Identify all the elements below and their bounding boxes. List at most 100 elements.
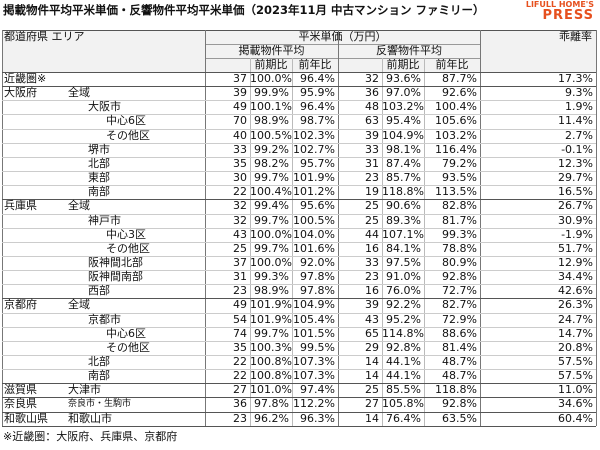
value-cell: 99.7% <box>254 213 289 227</box>
area-cell: 阪神間南部 <box>88 270 143 284</box>
area-cell: 和歌山市 <box>68 411 112 425</box>
area-cell: 南部 <box>88 185 110 199</box>
value-cell: 1.9% <box>565 100 593 114</box>
value-cell: 89.3% <box>386 213 421 227</box>
value-cell: 22 <box>233 185 247 199</box>
value-cell: 87.4% <box>386 156 421 170</box>
rule <box>2 199 596 200</box>
value-cell: 96.4% <box>300 100 335 114</box>
value-cell: 23 <box>233 411 247 425</box>
rule <box>2 129 596 130</box>
value-cell: 22 <box>233 369 247 383</box>
header-cell: 平米単価（万円） <box>298 30 387 43</box>
value-cell: 19 <box>365 185 379 199</box>
value-cell: 95.9% <box>300 86 335 100</box>
value-cell: 116.4% <box>435 142 477 156</box>
area-cell: 阪神間北部 <box>88 255 143 269</box>
rule <box>2 298 596 299</box>
value-cell: 96.4% <box>300 72 335 85</box>
value-cell: 51.7% <box>558 241 593 255</box>
value-cell: 100.0% <box>250 72 292 85</box>
value-cell: 107.3% <box>293 355 335 368</box>
area-cell: 中心6区 <box>106 326 146 340</box>
value-cell: 99.9% <box>254 86 289 100</box>
value-cell: 29 <box>365 340 379 354</box>
value-cell: 118.8% <box>435 383 477 397</box>
value-cell: 27 <box>233 383 247 397</box>
value-cell: 30 <box>233 171 247 185</box>
value-cell: 102.3% <box>293 128 335 142</box>
area-cell: 大津市 <box>68 383 101 397</box>
area-cell: 中心6区 <box>106 114 146 128</box>
rule <box>2 100 596 101</box>
header-cell: 乖離率 <box>559 30 592 43</box>
value-cell: 49 <box>233 100 247 114</box>
value-cell: 99.7% <box>254 326 289 340</box>
rule <box>596 30 597 426</box>
value-cell: 100.3% <box>250 340 292 354</box>
value-cell: 101.6% <box>293 241 335 255</box>
value-cell: 36 <box>233 397 247 411</box>
footnote: ※近畿圏：大阪府、兵庫県、京都府 <box>3 430 178 443</box>
value-cell: 14 <box>365 355 379 368</box>
value-cell: 33 <box>365 255 379 269</box>
pref-cell: 大阪府 <box>4 86 37 100</box>
value-cell: 16.5% <box>558 185 593 199</box>
value-cell: 35 <box>233 340 247 354</box>
value-cell: 101.5% <box>293 326 335 340</box>
value-cell: 91.0% <box>386 270 421 284</box>
value-cell: 104.9% <box>293 298 335 312</box>
area-cell: 西部 <box>88 284 110 298</box>
value-cell: 100.0% <box>250 227 292 241</box>
value-cell: 63 <box>365 114 379 128</box>
value-cell: 100.4% <box>435 100 477 114</box>
rule <box>382 58 383 426</box>
title: 掲載物件平均平米単価・反響物件平均平米単価（2023年11月 中古マンション フ… <box>3 3 485 17</box>
area-cell: 全域 <box>68 86 90 100</box>
value-cell: 74 <box>233 326 247 340</box>
header-cell: 前年比 <box>435 58 469 71</box>
value-cell: 114.8% <box>382 326 424 340</box>
value-cell: 95.2% <box>386 312 421 326</box>
value-cell: 26.3% <box>558 298 593 312</box>
value-cell: 98.9% <box>254 284 289 298</box>
value-cell: 93.5% <box>442 171 477 185</box>
value-cell: 92.8% <box>386 340 421 354</box>
rule <box>2 143 596 144</box>
value-cell: 39 <box>233 86 247 100</box>
value-cell: 16 <box>365 284 379 298</box>
value-cell: 9.3% <box>565 86 593 100</box>
value-cell: 98.2% <box>254 156 289 170</box>
value-cell: 100.8% <box>250 355 292 368</box>
value-cell: 82.7% <box>442 298 477 312</box>
value-cell: 31 <box>365 156 379 170</box>
value-cell: 104.9% <box>382 128 424 142</box>
value-cell: 87.7% <box>442 72 477 85</box>
value-cell: 57.5% <box>558 369 593 383</box>
rule <box>205 30 206 426</box>
value-cell: 97.5% <box>386 255 421 269</box>
value-cell: 11.4% <box>558 114 593 128</box>
value-cell: 105.6% <box>435 114 477 128</box>
rule <box>2 341 596 342</box>
value-cell: 97.4% <box>300 383 335 397</box>
value-cell: 92.2% <box>386 298 421 312</box>
header-cell: 反響物件平均 <box>376 44 442 57</box>
pref-cell: 近畿圏※ <box>4 72 47 85</box>
value-cell: 32 <box>233 199 247 213</box>
value-cell: 44.1% <box>386 355 421 368</box>
value-cell: 26.7% <box>558 199 593 213</box>
rule <box>424 58 425 426</box>
value-cell: 107.1% <box>382 227 424 241</box>
logo-top: LIFULL HOME'S <box>525 0 594 9</box>
rule <box>2 369 596 370</box>
pref-cell: 兵庫県 <box>4 199 37 213</box>
value-cell: 85.5% <box>386 383 421 397</box>
value-cell: 93.6% <box>386 72 421 85</box>
value-cell: 95.4% <box>386 114 421 128</box>
pref-cell: 和歌山県 <box>4 411 48 425</box>
area-cell: 東部 <box>88 171 110 185</box>
value-cell: 70 <box>233 114 247 128</box>
value-cell: 96.2% <box>254 411 289 425</box>
value-cell: 63.5% <box>442 411 477 425</box>
